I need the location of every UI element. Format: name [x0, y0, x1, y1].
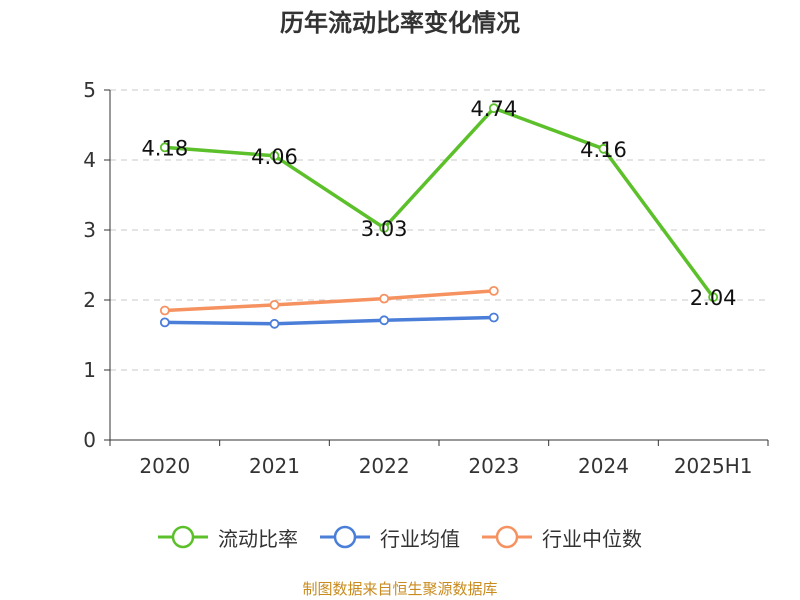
- series-line-0: [163, 106, 715, 299]
- data-label: 3.03: [361, 217, 408, 241]
- data-point: [488, 103, 499, 114]
- x-tick-label: 2025H1: [674, 454, 753, 478]
- legend: 流动比率 行业均值 行业中位数: [0, 520, 800, 554]
- legend-item-2[interactable]: 行业中位数: [482, 523, 642, 552]
- data-labels: 4.18 4.06 3.03 4.74 4.16 2.04: [141, 97, 736, 310]
- legend-swatch-marker: [171, 525, 195, 549]
- legend-swatch: [482, 525, 532, 549]
- data-point: [159, 305, 170, 316]
- data-point: [159, 142, 170, 153]
- legend-swatch-marker: [333, 525, 357, 549]
- legend-swatch-marker: [495, 525, 519, 549]
- series-line-2: [163, 289, 496, 313]
- data-point: [269, 318, 280, 329]
- data-point: [488, 285, 499, 296]
- x-tick-label: 2021: [249, 454, 300, 478]
- data-label: 4.16: [580, 138, 627, 162]
- data-point: [708, 292, 719, 303]
- data-point: [488, 312, 499, 323]
- legend-item-0[interactable]: 流动比率: [158, 523, 298, 552]
- legend-label: 流动比率: [218, 526, 298, 551]
- grid-lines: [110, 89, 768, 371]
- data-point: [269, 150, 280, 161]
- series-lines: [159, 103, 719, 329]
- source-note: 制图数据来自恒生聚源数据库: [302, 580, 498, 598]
- x-tick-label: 2023: [468, 454, 519, 478]
- legend-swatch: [158, 525, 208, 549]
- data-label: 4.18: [141, 136, 188, 160]
- legend-item-1[interactable]: 行业均值: [320, 523, 460, 552]
- x-tick-label: 2024: [578, 454, 629, 478]
- data-point: [269, 299, 280, 310]
- data-point: [598, 143, 609, 154]
- x-tick-label: 2022: [359, 454, 410, 478]
- data-label: 4.06: [251, 145, 298, 169]
- x-tick-label: 2020: [139, 454, 190, 478]
- y-tick-label: 0: [83, 428, 96, 452]
- y-tick-label: 5: [83, 78, 96, 102]
- y-tick-label: 3: [83, 218, 96, 242]
- y-tick-label: 1: [83, 358, 96, 382]
- series-line-1: [163, 315, 496, 326]
- data-point: [379, 293, 390, 304]
- data-point: [379, 222, 390, 233]
- data-point: [159, 317, 170, 328]
- chart-title: 历年流动比率变化情况: [280, 9, 520, 37]
- legend-label: 行业均值: [380, 526, 460, 551]
- axes: 0 1 2 3 4 5 2020 2021 2022 2023 2024 2025H1: [83, 78, 769, 478]
- data-point: [379, 315, 390, 326]
- y-tick-label: 4: [83, 148, 96, 172]
- legend-swatch: [320, 525, 370, 549]
- data-label: 4.74: [470, 97, 517, 121]
- y-tick-label: 2: [83, 288, 96, 312]
- data-label: 2.04: [690, 286, 737, 310]
- legend-label: 行业中位数: [542, 526, 642, 551]
